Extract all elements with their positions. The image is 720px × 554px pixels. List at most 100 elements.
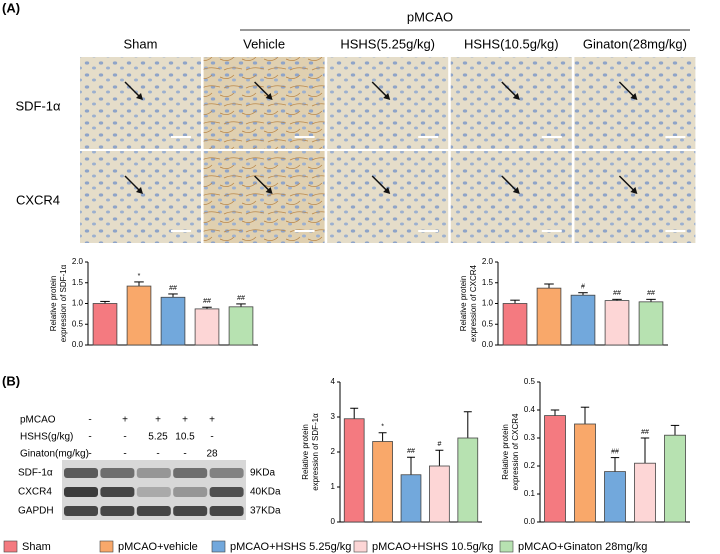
bar xyxy=(194,308,220,346)
significance: ## xyxy=(611,448,619,455)
y-tick-label: 0.1 xyxy=(524,489,536,498)
condition-value: - xyxy=(156,449,159,460)
bar xyxy=(570,294,596,346)
blot-band xyxy=(173,468,208,478)
y-tick-label: 0.0 xyxy=(72,340,84,349)
arrow-head xyxy=(265,93,273,100)
significance: ## xyxy=(647,290,655,297)
bar xyxy=(536,287,562,346)
condition-value: - xyxy=(183,449,186,460)
bar xyxy=(372,441,393,523)
significance: ## xyxy=(407,448,415,455)
band-label: SDF-1α xyxy=(18,468,53,479)
column-header: Sham xyxy=(124,36,158,51)
cell-texture xyxy=(574,151,696,243)
condition-value: - xyxy=(210,432,213,443)
band-size: 40KDa xyxy=(250,487,281,498)
condition-value: - xyxy=(88,432,91,443)
significance: # xyxy=(581,284,585,291)
arrow-head xyxy=(136,93,143,100)
band-size: 9KDa xyxy=(250,468,275,479)
y-tick-label: 0.2 xyxy=(524,461,536,470)
significance: ## xyxy=(169,285,177,292)
y-tick-label: 0.5 xyxy=(72,319,84,328)
y-tick-label: 1.0 xyxy=(72,299,84,308)
y-axis-label: Relative protein xyxy=(49,276,58,332)
condition-value: - xyxy=(88,415,91,426)
y-tick-label: 0.5 xyxy=(524,377,536,386)
condition-value: 28 xyxy=(206,449,218,460)
condition-value: + xyxy=(155,415,161,426)
arrow-head xyxy=(136,187,143,194)
blot-band xyxy=(173,487,208,497)
blot-band xyxy=(64,468,98,478)
bar xyxy=(343,418,365,523)
arrow-head xyxy=(265,187,273,194)
arrow-head xyxy=(512,187,520,194)
arrow xyxy=(371,81,389,99)
band-label: GAPDH xyxy=(18,506,54,517)
arrow xyxy=(371,175,389,193)
legend-swatch xyxy=(499,540,514,553)
column-header: HSHS(10.5g/kg) xyxy=(464,36,559,51)
arrow xyxy=(124,81,142,99)
bar xyxy=(92,303,118,346)
band-label: CXCR4 xyxy=(18,487,52,498)
cell-texture xyxy=(450,57,572,149)
legend-label: pMCAO+HSHS 5.25g/kg xyxy=(230,541,351,553)
y-axis-label: expression of SDF-1α xyxy=(311,413,320,491)
bar xyxy=(502,303,528,346)
arrow-head xyxy=(630,93,638,100)
condition-value: + xyxy=(182,415,188,426)
y-tick-label: 0.4 xyxy=(524,405,536,414)
condition-value: - xyxy=(123,449,126,460)
y-tick-label: 2.0 xyxy=(72,257,84,266)
arrow xyxy=(618,175,636,193)
significance: ## xyxy=(203,298,211,305)
arrow xyxy=(124,175,142,193)
blot-band xyxy=(209,487,244,497)
panel-label: (A) xyxy=(2,0,20,15)
y-tick-label: 2 xyxy=(331,447,336,456)
arrow-head xyxy=(383,187,391,194)
y-axis-label: expression of CXCR4 xyxy=(469,264,478,341)
column-header: Ginaton(28mg/kg) xyxy=(583,36,687,51)
condition-label: pMCAO xyxy=(20,415,56,426)
condition-value: + xyxy=(122,415,128,426)
significance: * xyxy=(381,424,384,431)
bar xyxy=(544,415,566,523)
condition-label: HSHS(g/kg) xyxy=(20,432,73,443)
condition-label: Ginaton(mg/kg) xyxy=(20,449,89,460)
y-axis-label: expression of CXCR4 xyxy=(511,413,520,490)
cell-texture xyxy=(327,151,449,243)
bar xyxy=(228,306,254,346)
column-header: HSHS(5.25g/kg) xyxy=(340,36,435,51)
arrow-head xyxy=(512,93,520,100)
band-size: 37KDa xyxy=(250,506,281,517)
cell-texture xyxy=(327,57,449,149)
y-axis-label: Relative protein xyxy=(459,276,468,332)
blot-band xyxy=(100,468,135,478)
condition-value: + xyxy=(209,415,215,426)
arrow xyxy=(254,81,272,99)
legend-swatch xyxy=(353,540,368,553)
stain-texture xyxy=(203,151,325,243)
y-tick-label: 0.0 xyxy=(482,340,494,349)
y-tick-label: 2.0 xyxy=(482,257,494,266)
significance: # xyxy=(437,441,441,448)
cell-texture xyxy=(80,57,201,149)
blot-band xyxy=(136,506,171,516)
legend-label: pMCAO+vehicle xyxy=(118,541,198,553)
y-tick-label: 0.5 xyxy=(482,319,494,328)
blot-band xyxy=(64,506,98,516)
significance: ## xyxy=(237,295,245,302)
arrow xyxy=(254,175,272,193)
bar xyxy=(604,300,630,346)
row-label: CXCR4 xyxy=(16,192,60,207)
bar xyxy=(160,296,186,346)
condition-value: 5.25 xyxy=(148,432,168,443)
y-tick-label: 4 xyxy=(331,377,336,386)
blot-band xyxy=(64,487,98,497)
cell-texture xyxy=(450,151,572,243)
stain-texture xyxy=(203,57,325,149)
